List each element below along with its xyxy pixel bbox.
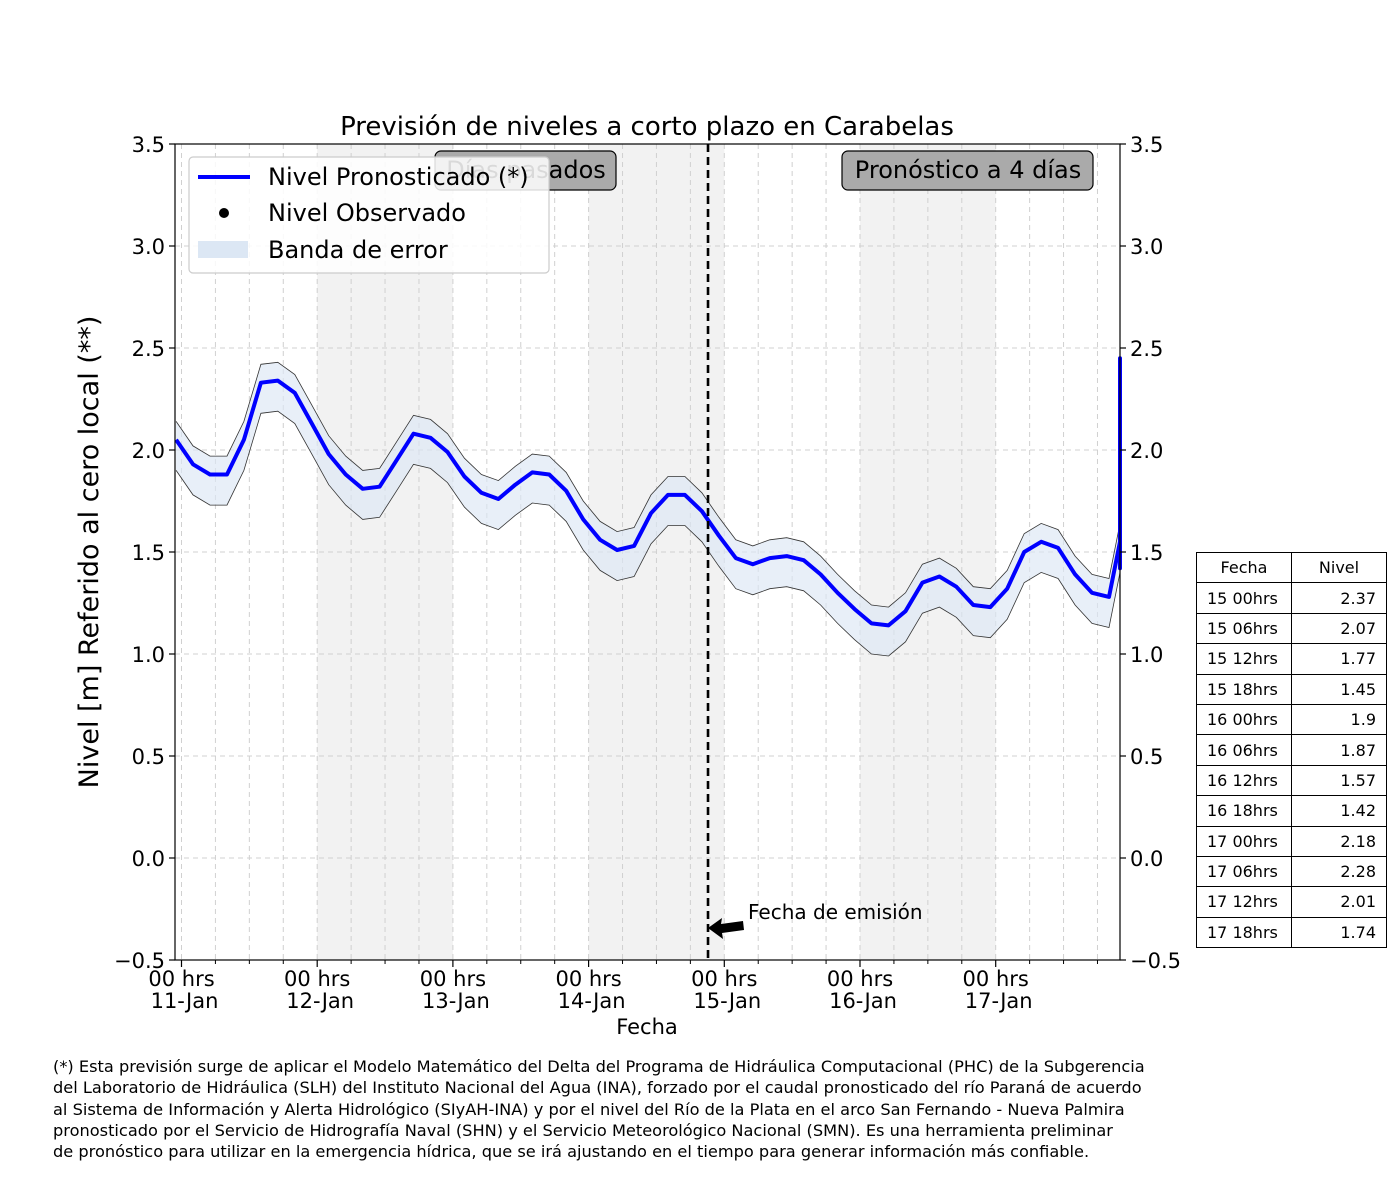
table-cell-nivel: 1.77 — [1291, 643, 1387, 675]
x-tick-label-hour: 00 hrs — [148, 967, 214, 991]
y-tick-label: 2.5 — [132, 337, 165, 361]
table-cell-fecha: 17 18hrs — [1196, 916, 1292, 949]
table-row: 15 06hrs 2.07 — [1196, 612, 1387, 645]
table-cell-fecha: 15 06hrs — [1196, 612, 1292, 645]
table-cell-nivel: 1.57 — [1291, 764, 1387, 797]
x-tick-label-hour: 00 hrs — [555, 967, 621, 991]
x-tick-label-hour: 00 hrs — [284, 967, 350, 991]
x-tick-label-day: 16-Jan — [829, 989, 897, 1013]
table-cell-fecha: 15 18hrs — [1196, 673, 1292, 705]
table-header-fecha: Fecha — [1196, 551, 1292, 584]
footnote-line: de pronóstico para utilizar en la emerge… — [53, 1142, 1090, 1162]
table-row: 17 18hrs 1.74 — [1196, 916, 1387, 949]
table-cell-nivel: 1.74 — [1291, 916, 1387, 949]
table-cell-fecha: 17 12hrs — [1196, 886, 1292, 918]
y-axis-label: Nivel [m] Referido al cero local (**) — [74, 316, 105, 789]
legend-label-observed: Nivel Observado — [268, 199, 466, 227]
table-cell-nivel: 2.28 — [1291, 855, 1387, 888]
y-tick-label: 2.0 — [132, 439, 165, 463]
legend-label-forecast: Nivel Pronosticado (*) — [268, 163, 529, 191]
x-tick-label-hour: 00 hrs — [963, 967, 1029, 991]
emission-annotation: Fecha de emisión — [708, 900, 923, 939]
table-row: 15 00hrs 2.37 — [1196, 582, 1387, 614]
legend-box — [188, 156, 550, 274]
footnote-line: al Sistema de Información y Alerta Hidro… — [53, 1099, 1125, 1119]
table-row: 16 00hrs 1.9 — [1196, 703, 1387, 736]
table-cell-fecha: 16 06hrs — [1196, 734, 1292, 766]
y-tick-label: 3.5 — [132, 133, 165, 157]
forecast-table: Fecha Nivel 15 00hrs 2.37 15 06hrs 2.07 15 1… — [1196, 551, 1387, 949]
x-tick-label-day: 17-Jan — [965, 989, 1033, 1013]
table-header-row: Fecha Nivel — [1196, 551, 1387, 584]
y-tick-label: 1.0 — [132, 643, 165, 667]
x-tick-label-hour: 00 hrs — [827, 967, 893, 991]
y-tick-label: 1.0 — [1130, 643, 1163, 667]
legend-swatch-error-band — [198, 241, 248, 258]
table-cell-nivel: 2.07 — [1291, 612, 1387, 645]
y-tick-label: 3.0 — [132, 235, 165, 259]
footnote-line: (*) Esta previsión surge de aplicar el M… — [53, 1057, 1145, 1076]
chart-title: Previsión de niveles a corto plazo en Ca… — [340, 112, 954, 142]
table-row: 17 12hrs 2.01 — [1196, 886, 1387, 918]
table-cell-nivel: 1.45 — [1291, 673, 1387, 705]
table-cell-fecha: 15 12hrs — [1196, 643, 1292, 675]
table-cell-nivel: 1.87 — [1291, 734, 1387, 766]
y-tick-label: 1.5 — [132, 541, 165, 565]
forecast-label: Pronóstico a 4 días — [855, 156, 1081, 184]
table-row: 16 18hrs 1.42 — [1196, 795, 1387, 827]
table-cell-fecha: 15 00hrs — [1196, 582, 1292, 614]
error-band — [176, 339, 1121, 656]
table-cell-nivel: 2.37 — [1291, 582, 1387, 614]
x-tick-label-day: 15-Jan — [693, 989, 761, 1013]
x-tick-label-day: 11-Jan — [151, 989, 219, 1013]
y-tick-label: −0.5 — [1130, 949, 1181, 973]
y-tick-label: 0.5 — [1130, 745, 1163, 769]
x-tick-label-day: 12-Jan — [286, 989, 354, 1013]
legend-label-error-band: Banda de error — [268, 236, 448, 264]
table-cell-fecha: 17 00hrs — [1196, 825, 1292, 857]
table-cell-fecha: 17 06hrs — [1196, 855, 1292, 888]
y-tick-label: −0.5 — [114, 949, 165, 973]
legend: Nivel Pronosticado (*) Nivel Observado B… — [188, 156, 550, 274]
forecast-box — [841, 150, 1094, 191]
table-row: 16 06hrs 1.87 — [1196, 734, 1387, 766]
x-tick-label-day: 14-Jan — [558, 989, 626, 1013]
table-cell-fecha: 16 12hrs — [1196, 764, 1292, 797]
y-tick-label: 1.5 — [1130, 541, 1163, 565]
table-row: 15 12hrs 1.77 — [1196, 643, 1387, 675]
table-cell-fecha: 16 18hrs — [1196, 795, 1292, 827]
table-cell-nivel: 2.18 — [1291, 825, 1387, 857]
footnote-line: del Laboratorio de Hidráulica (SLH) del … — [53, 1078, 1142, 1098]
table-row: 16 12hrs 1.57 — [1196, 764, 1387, 797]
table-cell-nivel: 2.01 — [1291, 886, 1387, 918]
footnote: (*) Esta previsión surge de aplicar el M… — [53, 1056, 1253, 1162]
x-axis-label: Fecha — [616, 1015, 678, 1039]
table-cell-nivel: 1.42 — [1291, 795, 1387, 827]
y-axis-right: −0.5 0.0 0.5 1.0 1.5 2.0 2.5 3.0 3.5 — [1120, 133, 1181, 973]
legend-swatch-observed — [219, 208, 229, 218]
table-header-nivel: Nivel — [1291, 551, 1387, 584]
y-tick-label: 3.5 — [1130, 133, 1163, 157]
y-tick-label: 0.5 — [132, 745, 165, 769]
y-axis-left: −0.5 0.0 0.5 1.0 1.5 2.0 2.5 3.0 3.5 — [114, 133, 175, 973]
y-tick-label: 2.5 — [1130, 337, 1163, 361]
x-tick-label-day: 13-Jan — [422, 989, 490, 1013]
footnote-line: pronosticado por el Servicio de Hidrogra… — [53, 1120, 1113, 1140]
table-cell-nivel: 1.9 — [1291, 703, 1387, 736]
emission-label: Fecha de emisión — [748, 900, 923, 924]
table-row: 15 18hrs 1.45 — [1196, 673, 1387, 705]
y-tick-label: 0.0 — [132, 847, 165, 871]
y-tick-label: 0.0 — [1130, 847, 1163, 871]
x-tick-label-hour: 00 hrs — [691, 967, 757, 991]
x-tick-label-hour: 00 hrs — [420, 967, 486, 991]
table-cell-fecha: 16 00hrs — [1196, 703, 1292, 736]
y-tick-label: 3.0 — [1130, 235, 1163, 259]
y-tick-label: 2.0 — [1130, 439, 1163, 463]
table-row: 17 06hrs 2.28 — [1196, 855, 1387, 888]
emission-arrow — [708, 918, 744, 939]
table-row: 17 00hrs 2.18 — [1196, 825, 1387, 857]
